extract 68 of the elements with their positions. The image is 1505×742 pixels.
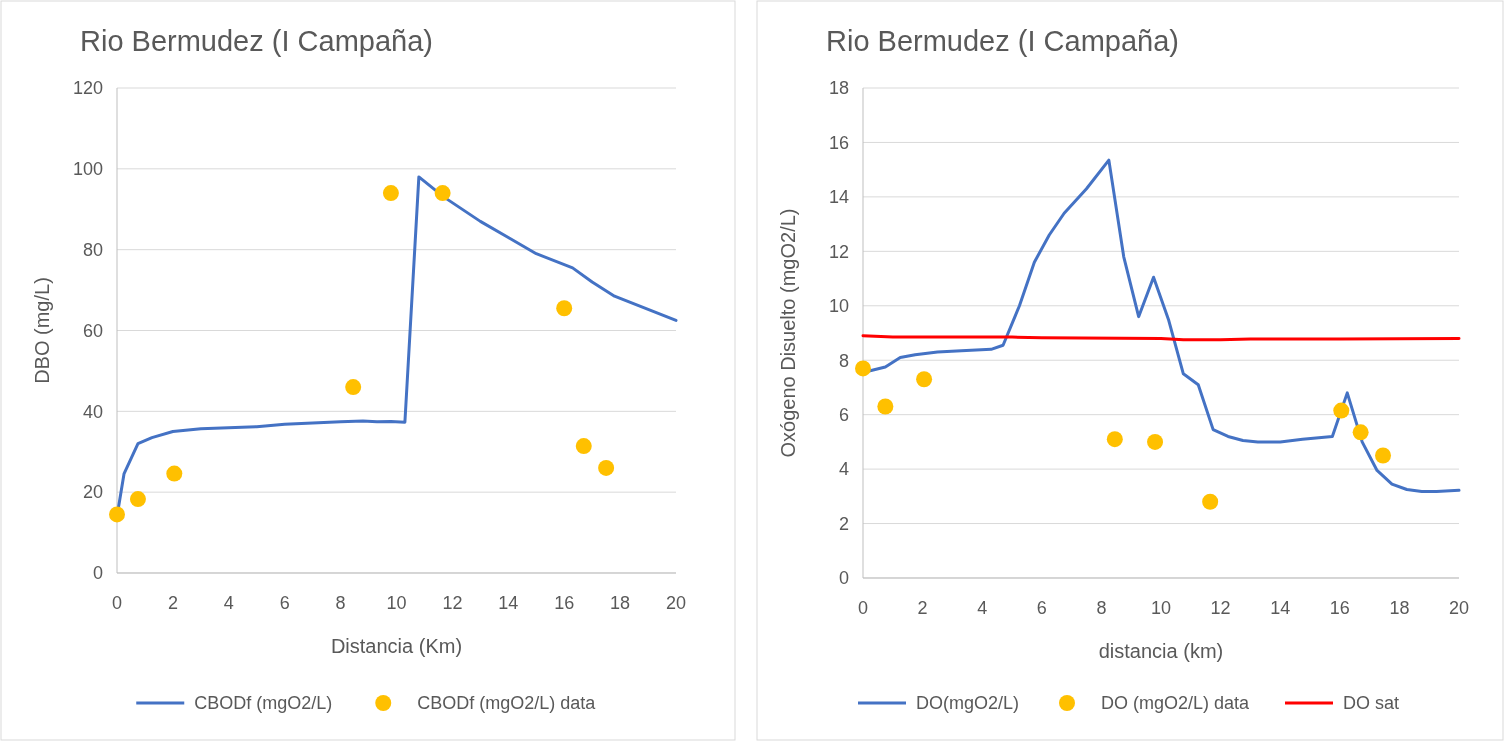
x-tick-label: 4: [977, 598, 988, 618]
point: [1352, 424, 1369, 441]
y-tick-label: 14: [828, 187, 849, 208]
x-tick-label: 2: [167, 593, 178, 613]
x-tick-label: 18: [1389, 598, 1410, 618]
point: [345, 379, 362, 396]
y-tick-label: 0: [92, 563, 103, 584]
x-tick-label: 20: [665, 593, 687, 613]
point: [166, 465, 183, 482]
x-tick-label: 6: [279, 593, 290, 613]
x-tick-label: 4: [223, 593, 234, 613]
x-tick-label: 12: [1210, 598, 1231, 618]
legend-label: DO sat: [1343, 693, 1400, 714]
x-tick-label: 16: [554, 593, 575, 613]
y-tick-label: 100: [72, 159, 103, 180]
x-tick-label: 6: [1036, 598, 1047, 618]
legend-label: CBODf (mgO2/L) data: [417, 693, 597, 714]
x-tick-label: 0: [857, 598, 869, 618]
y-tick-label: 4: [838, 459, 849, 480]
legend-label: CBODf (mgO2/L): [194, 693, 333, 714]
point: [129, 491, 146, 508]
x-tick-label: 0: [111, 593, 123, 613]
x-tick-label: 14: [498, 593, 519, 613]
x-tick-label: 20: [1448, 598, 1470, 618]
x-tick-label: 16: [1329, 598, 1350, 618]
y-tick-label: 8: [838, 350, 849, 371]
point: [109, 506, 125, 523]
legend-label: DO (mgO2/L) data: [1101, 693, 1251, 714]
y-axis-title: Oxógeno Disuelto (mgO2/L): [777, 208, 799, 458]
chart-title: Rio Bermudez (I Campaña): [826, 25, 1179, 57]
legend-label: DO(mgO2/L): [916, 693, 1020, 714]
y-tick-label: 16: [828, 132, 849, 153]
point: [556, 300, 573, 317]
y-tick-label: 2: [838, 513, 849, 534]
x-tick-label: 8: [1096, 598, 1107, 618]
chart-title: Rio Bermudez (I Campaña): [80, 25, 433, 57]
point: [1106, 431, 1123, 448]
y-tick-label: 0: [838, 568, 849, 589]
point: [1333, 402, 1350, 419]
x-tick-label: 2: [917, 598, 928, 618]
x-tick-label: 18: [610, 593, 631, 613]
y-tick-label: 10: [828, 296, 849, 317]
y-tick-label: 80: [82, 239, 103, 260]
x-axis-title: Distancia (Km): [330, 635, 463, 657]
point: [575, 438, 592, 455]
point: [1202, 493, 1219, 510]
point: [877, 398, 894, 415]
y-tick-label: 6: [838, 404, 849, 425]
y-tick-label: 40: [82, 401, 103, 422]
point: [916, 371, 933, 388]
point: [382, 185, 399, 202]
point: [434, 185, 451, 202]
x-tick-label: 10: [386, 593, 407, 613]
x-tick-label: 14: [1270, 598, 1291, 618]
y-tick-label: 18: [828, 78, 849, 99]
x-tick-label: 8: [335, 593, 346, 613]
x-axis-title: distancia (km): [1098, 640, 1224, 662]
y-tick-label: 20: [82, 482, 103, 503]
y-tick-label: 120: [72, 78, 103, 99]
y-tick-label: 12: [828, 241, 849, 262]
x-tick-label: 10: [1150, 598, 1172, 618]
x-tick-label: 12: [442, 593, 463, 613]
point: [1147, 433, 1164, 450]
y-tick-label: 60: [82, 320, 103, 341]
point: [1375, 447, 1392, 464]
point: [855, 360, 871, 377]
y-axis-title: DBO (mg/L): [31, 277, 53, 384]
point: [598, 459, 615, 476]
